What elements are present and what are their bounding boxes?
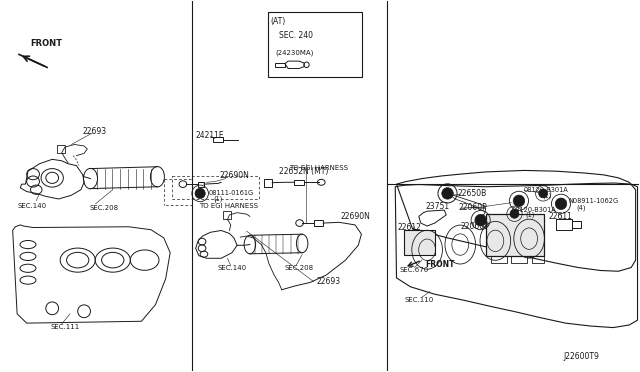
Bar <box>58 145 65 153</box>
Text: SEC.140: SEC.140 <box>218 265 247 271</box>
Text: 22060P: 22060P <box>460 221 489 231</box>
Circle shape <box>513 195 525 206</box>
Text: SEC.208: SEC.208 <box>285 265 314 271</box>
Circle shape <box>475 214 486 226</box>
Text: 22693: 22693 <box>83 126 107 136</box>
Text: (4): (4) <box>576 204 586 211</box>
Text: FRONT: FRONT <box>30 39 62 48</box>
Text: SEC.140: SEC.140 <box>17 203 46 209</box>
Circle shape <box>442 187 453 199</box>
Text: TO EGI HARNESS: TO EGI HARNESS <box>199 203 258 209</box>
Text: TO EGI HARNESS: TO EGI HARNESS <box>289 165 348 171</box>
Text: FRONT: FRONT <box>425 260 454 269</box>
Text: 22690N: 22690N <box>220 171 250 180</box>
Text: J22600T9: J22600T9 <box>564 352 600 361</box>
Text: SEC.111: SEC.111 <box>51 324 80 330</box>
Bar <box>223 211 231 219</box>
Text: 22690N: 22690N <box>340 212 371 221</box>
Text: 22652N (MT): 22652N (MT) <box>278 167 328 176</box>
Text: 22612: 22612 <box>398 223 422 232</box>
Text: 22611: 22611 <box>548 212 572 221</box>
Circle shape <box>556 198 567 209</box>
Text: SEC.208: SEC.208 <box>89 205 118 211</box>
Text: N08911-1062G: N08911-1062G <box>569 198 619 204</box>
Circle shape <box>539 189 548 198</box>
Bar <box>268 12 362 77</box>
Text: (1): (1) <box>542 192 551 199</box>
Text: 23751: 23751 <box>425 202 449 211</box>
Text: 22693: 22693 <box>317 277 341 286</box>
Circle shape <box>195 188 205 199</box>
Text: 22060P: 22060P <box>459 203 488 212</box>
Bar <box>511 256 527 263</box>
Text: (AT): (AT) <box>270 17 285 26</box>
Bar <box>486 214 545 256</box>
Text: 08111-0161G: 08111-0161G <box>209 190 253 196</box>
Text: (1): (1) <box>525 212 534 218</box>
Text: SEC. 240: SEC. 240 <box>278 31 312 41</box>
Text: 24211E: 24211E <box>196 131 224 140</box>
Text: 22650B: 22650B <box>457 189 486 198</box>
Bar <box>404 230 435 255</box>
Text: (1): (1) <box>213 196 222 202</box>
Circle shape <box>510 209 519 218</box>
Text: SEC.670: SEC.670 <box>400 267 429 273</box>
Bar <box>532 256 545 263</box>
Text: SEC.110: SEC.110 <box>404 297 433 303</box>
Text: 08120-B301A: 08120-B301A <box>524 187 569 193</box>
Bar <box>491 256 507 263</box>
Text: (24230MA): (24230MA) <box>275 49 314 56</box>
Text: 08120-B301A: 08120-B301A <box>511 207 556 213</box>
